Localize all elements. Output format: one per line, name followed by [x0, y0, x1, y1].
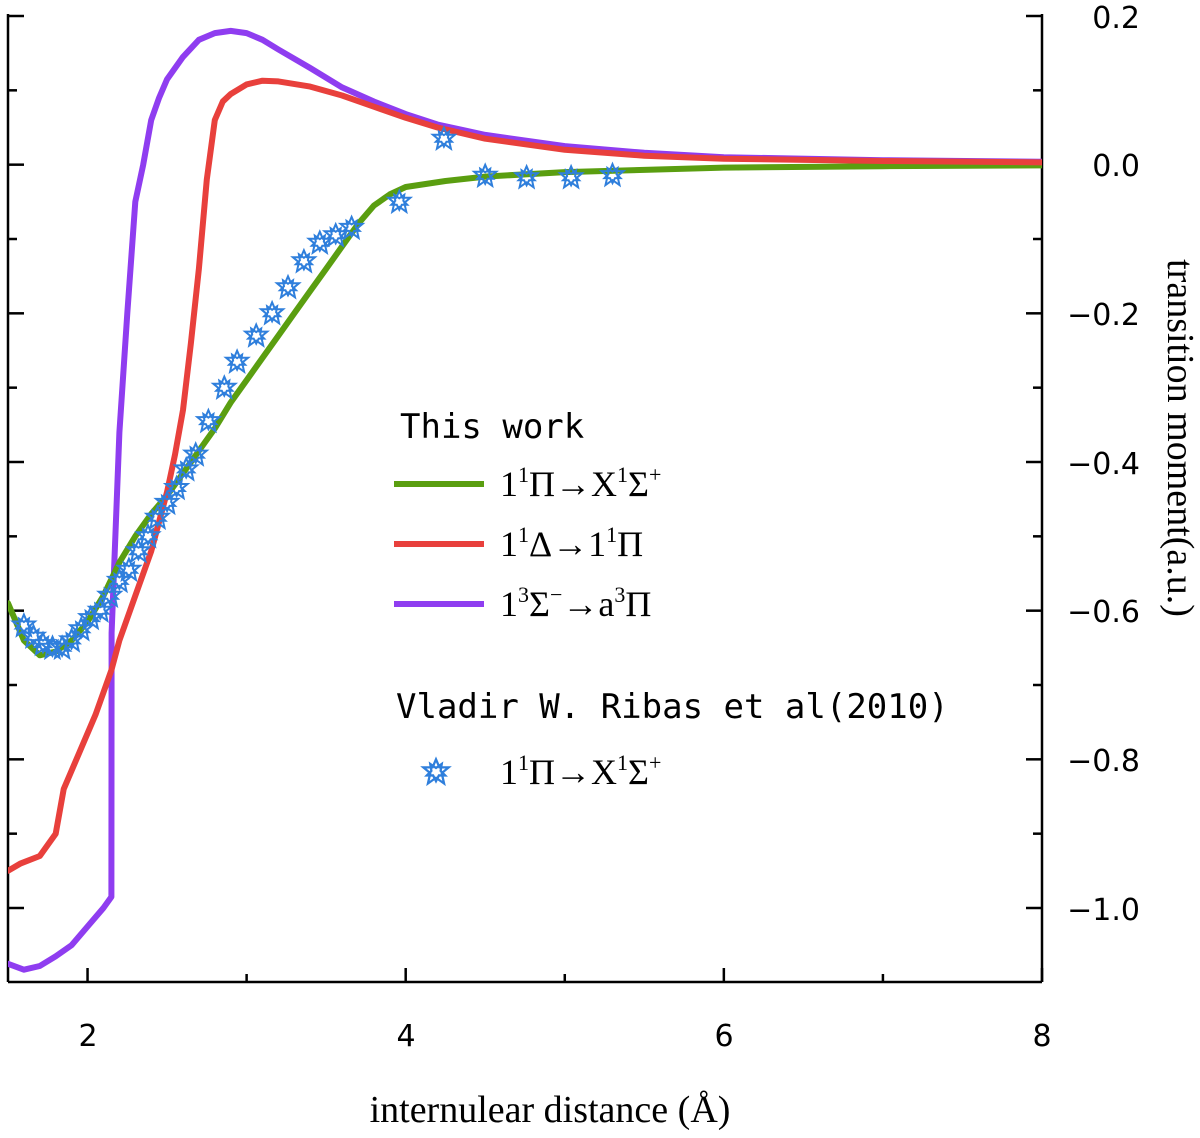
series-line-2 — [8, 27, 1042, 973]
reference-star-point — [244, 323, 269, 347]
axes — [6, 14, 1044, 984]
legend-text-part: Π→X — [529, 464, 617, 504]
legend-text-part: 1 — [617, 750, 628, 775]
reference-star-point — [600, 163, 625, 187]
legend-text-part: Σ — [628, 464, 649, 504]
y-tick-labels: 0.2 0.0 −0.2 −0.4 −0.6 −0.8 −1.0 — [1067, 1, 1140, 928]
legend-text-part: 1 — [518, 462, 529, 487]
legend-title-this-work: This work — [400, 407, 584, 447]
legend-label-delta-pi: 11Δ→11Π — [500, 522, 643, 564]
legend-text-part: 1 — [500, 752, 518, 792]
reference-star-point — [212, 375, 237, 399]
x-tick-label: 2 — [78, 1019, 97, 1054]
series-line-1 — [8, 77, 1042, 874]
legend-label-ref-pi-x-sigma: 11Π→X1Σ+ — [500, 750, 661, 792]
legend-text-part: Σ — [628, 752, 649, 792]
reference-star-point — [225, 349, 250, 373]
series-layer — [8, 27, 1042, 973]
legend-text-part: →a — [562, 584, 614, 624]
legend-text-part: 1 — [500, 524, 518, 564]
legend-text-part: 1 — [617, 462, 628, 487]
x-tick-labels: 2 4 6 8 — [78, 1019, 1051, 1054]
x-axis-title: internulear distance (Å) — [370, 1089, 731, 1131]
legend-text-part: 1 — [518, 750, 529, 775]
legend-text-part: Δ→1 — [529, 524, 606, 564]
y-tick-label: −0.2 — [1067, 298, 1140, 333]
legend-title-reference: Vladir W. Ribas et al(2010) — [396, 687, 949, 727]
legend-text-part: Π→X — [529, 752, 617, 792]
x-tick-label: 6 — [714, 1019, 733, 1054]
y-tick-label: −0.6 — [1067, 595, 1140, 630]
reference-star-point — [276, 275, 300, 299]
legend-text-part: 3 — [614, 582, 625, 607]
reference-star-point — [260, 301, 285, 325]
legend-text-part: 3 — [518, 582, 529, 607]
y-tick-label: −0.8 — [1067, 744, 1140, 779]
x-tick-label: 8 — [1032, 1019, 1051, 1054]
y-axis-title: transition moment(a.u.) — [1159, 259, 1200, 617]
legend-text-part: Σ — [529, 584, 550, 624]
legend-text-part: − — [550, 582, 562, 607]
legend-label-pi-x-sigma: 11Π→X1Σ+ — [500, 462, 661, 504]
y-tick-label: 0.2 — [1092, 1, 1140, 36]
legend-text-part: + — [649, 750, 661, 775]
legend-text-part: Π — [617, 524, 643, 564]
legend: This work 11Π→X1Σ+ 11Δ→11Π 13Σ−→a3Π Vlad… — [394, 407, 949, 792]
y-tick-label: −0.4 — [1067, 447, 1140, 482]
legend-label-sigma-pi: 13Σ−→a3Π — [500, 582, 651, 624]
reference-star-point — [291, 249, 316, 273]
legend-text-part: 1 — [606, 522, 617, 547]
legend-text-part: 1 — [500, 464, 518, 504]
legend-text-part: 1 — [518, 522, 529, 547]
legend-text-part: + — [649, 462, 661, 487]
y-tick-label: 0.0 — [1092, 149, 1140, 184]
legend-text-part: Π — [625, 584, 651, 624]
x-tick-label: 4 — [396, 1019, 415, 1054]
legend-text-part: 1 — [500, 584, 518, 624]
y-tick-label: −1.0 — [1067, 893, 1140, 928]
legend-star-marker — [422, 758, 450, 785]
